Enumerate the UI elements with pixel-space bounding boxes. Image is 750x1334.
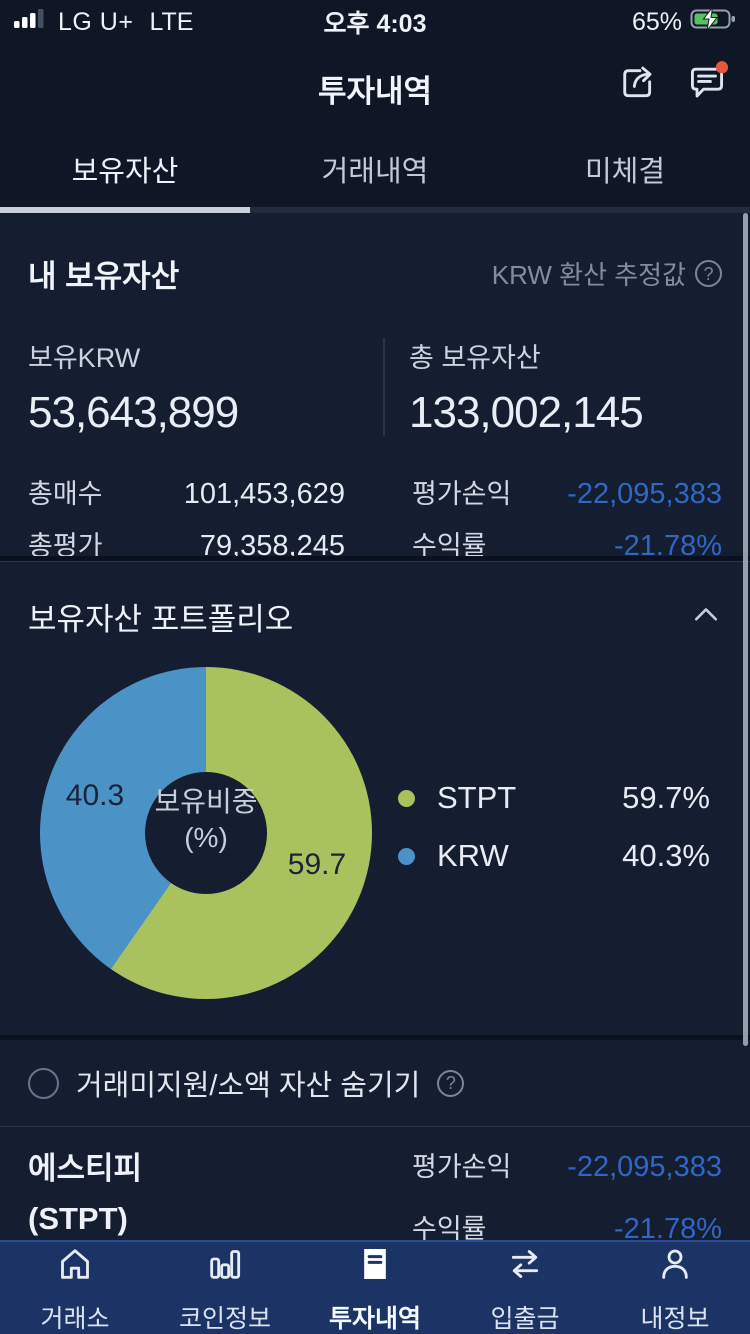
nav-deposit-withdraw[interactable]: 입출금	[450, 1242, 600, 1334]
clock: 오후 4:03	[323, 10, 427, 38]
total-buy-row: 총매수 101,453,629	[28, 472, 345, 511]
nav-coin-info[interactable]: 코인정보	[150, 1242, 300, 1334]
status-bar: LG U+ LTE 오후 4:03 65%	[0, 0, 750, 44]
network-label: LTE	[149, 7, 194, 36]
asset-return-rate-value: -21.78%	[613, 1213, 722, 1245]
battery-charging-icon	[690, 5, 738, 39]
holding-krw-value: 53,643,899	[28, 388, 239, 437]
legend-name-krw: KRW	[437, 838, 509, 873]
nav-label: 코인정보	[178, 1304, 271, 1333]
asset-name: 에스티피	[28, 1151, 143, 1186]
eval-pl-row: 평가손익 -22,095,383	[412, 472, 722, 511]
portfolio-title: 보유자산 포트폴리오	[28, 602, 294, 637]
tab-open-orders[interactable]: 미체결	[584, 155, 666, 188]
asset-return-rate-row: 수익률 -21.78%	[412, 1207, 722, 1246]
asset-pl-block: 평가손익 -22,095,383 수익률 -21.78%	[412, 1127, 722, 1245]
header-actions	[612, 58, 732, 112]
donut-center-label: 보유비중 (%)	[106, 784, 306, 857]
legend-row-krw: KRW 40.3%	[398, 838, 710, 874]
asset-return-rate-label: 수익률	[412, 1214, 487, 1244]
home-icon	[55, 1244, 95, 1291]
donut-center-line1: 보유비중	[154, 786, 258, 817]
asset-eval-pl-row: 평가손익 -22,095,383	[412, 1145, 722, 1184]
chart-legend: STPT 59.7% KRW 40.3%	[398, 780, 710, 896]
bar-chart-icon	[205, 1244, 245, 1291]
page-title: 투자내역	[317, 74, 433, 109]
share-button[interactable]	[612, 58, 662, 112]
bottom-nav: 거래소 코인정보 투자내역	[0, 1240, 750, 1334]
total-assets-value: 133,002,145	[409, 388, 644, 437]
chevron-up-icon	[690, 608, 722, 631]
tab-holdings[interactable]: 보유자산	[71, 155, 179, 188]
carrier-label: LG U+	[58, 7, 134, 36]
tab-trade-history[interactable]: 거래내역	[321, 155, 429, 188]
asset-name-block: 에스티피 (STPT)	[28, 1127, 142, 1240]
portfolio-donut-chart: 보유비중 (%) 40.3 59.7	[40, 667, 372, 999]
profile-icon	[655, 1244, 695, 1291]
nav-label: 투자내역	[328, 1304, 421, 1333]
scrollbar[interactable]	[743, 213, 748, 1046]
hide-assets-checkbox[interactable]	[28, 1067, 59, 1099]
legend-dot	[398, 847, 415, 865]
nav-my-info[interactable]: 내정보	[600, 1242, 750, 1334]
notice-button[interactable]	[682, 58, 732, 112]
notification-dot	[715, 60, 729, 73]
message-icon	[684, 60, 730, 111]
transfer-arrows-icon	[505, 1244, 545, 1291]
legend-name-stpt: STPT	[437, 780, 517, 815]
donut-hole	[145, 772, 267, 894]
total-assets-block: 총 보유자산 133,002,145	[385, 336, 644, 438]
total-assets-label: 총 보유자산	[409, 343, 541, 373]
collapse-button[interactable]	[690, 601, 722, 632]
legend-row-stpt: STPT 59.7%	[398, 780, 710, 816]
row-divider	[0, 1126, 750, 1127]
legend-value-krw: 40.3%	[622, 838, 710, 873]
active-tab-indicator	[0, 207, 250, 213]
vertical-divider	[383, 338, 385, 436]
asset-symbol: (STPT)	[28, 1201, 128, 1236]
signal-strength-icon	[14, 7, 48, 38]
hide-assets-label: 거래미지원/소액 자산 숨기기	[76, 1070, 421, 1102]
nav-label: 입출금	[490, 1304, 560, 1333]
eval-pl-label: 평가손익	[412, 479, 512, 509]
assets-summary-card: 내 보유자산 KRW 환산 추정값 ? 보유KRW 53,643,899 총 보…	[0, 213, 750, 562]
help-icon[interactable]: ?	[695, 260, 722, 287]
total-buy-label: 총매수	[28, 479, 103, 509]
legend-value-stpt: 59.7%	[622, 780, 710, 815]
tab-bar: 보유자산 거래내역 미체결	[0, 130, 750, 207]
tab-underline	[0, 207, 750, 213]
share-icon	[614, 60, 660, 111]
status-left: LG U+ LTE	[14, 7, 193, 38]
holding-krw-label: 보유KRW	[28, 343, 141, 373]
help-icon[interactable]: ?	[437, 1069, 465, 1097]
nav-label: 거래소	[40, 1304, 110, 1333]
krw-estimate-label: KRW 환산 추정값	[491, 260, 686, 290]
eval-pl-value: -22,095,383	[567, 478, 722, 510]
investment-doc-icon	[355, 1244, 395, 1291]
asset-list-item[interactable]: 에스티피 (STPT) 평가손익 -22,095,383 수익률 -21.78%	[0, 1127, 750, 1245]
slice-label-krw: 40.3	[65, 779, 125, 812]
holding-krw-block: 보유KRW 53,643,899	[28, 336, 383, 438]
hide-small-assets-row[interactable]: 거래미지원/소액 자산 숨기기 ?	[0, 1040, 750, 1126]
krw-estimate-note: KRW 환산 추정값 ?	[492, 255, 722, 292]
asset-eval-pl-label: 평가손익	[412, 1152, 512, 1182]
nav-investments[interactable]: 투자내역	[300, 1242, 450, 1334]
nav-exchange[interactable]: 거래소	[0, 1242, 150, 1334]
slice-label-stpt: 59.7	[287, 848, 347, 881]
app-header: 투자내역	[0, 44, 750, 130]
asset-eval-pl-value: -22,095,383	[567, 1151, 722, 1183]
battery-percent: 65%	[631, 7, 682, 36]
legend-dot	[398, 789, 415, 807]
donut-center-line2: (%)	[184, 822, 228, 854]
portfolio-card: 보유자산 포트폴리오 보유비중 (%) 40.3 59.7 STP	[0, 562, 750, 1035]
assets-title: 내 보유자산	[28, 259, 180, 294]
total-buy-value: 101,453,629	[183, 478, 345, 510]
status-right: 65%	[631, 5, 738, 39]
nav-label: 내정보	[640, 1304, 710, 1333]
section-divider	[0, 556, 750, 562]
